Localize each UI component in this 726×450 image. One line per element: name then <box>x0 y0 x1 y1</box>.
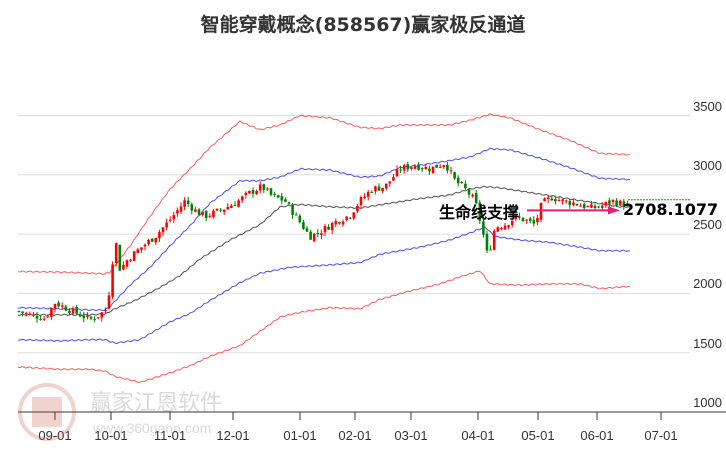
x-tick-label: 04-01 <box>461 428 495 443</box>
grid-lines <box>18 115 690 354</box>
watermark-logo-icon <box>18 383 76 441</box>
x-tick-label: 02-01 <box>338 428 372 443</box>
candlesticks <box>17 161 629 323</box>
support-annotation-arrow <box>527 206 620 215</box>
x-tick-label: 12-01 <box>216 428 250 443</box>
x-tick-label: 07-01 <box>644 428 678 443</box>
x-tick-label: 10-01 <box>94 428 128 443</box>
x-tick-label: 06-01 <box>580 428 614 443</box>
chart-title: 智能穿戴概念(858567)赢家极反通道 <box>200 14 526 36</box>
watermark-name: 赢家江恩软件 <box>90 391 223 416</box>
x-tick-label: 05-01 <box>521 428 555 443</box>
support-value: 2708.1077 <box>623 200 719 219</box>
y-tick-label: 1500 <box>693 335 722 351</box>
watermark-url: www.360gann.com <box>93 420 212 436</box>
x-tick-label: 11-01 <box>153 428 187 443</box>
y-tick-label: 3000 <box>693 157 722 173</box>
x-axis <box>18 411 726 420</box>
channel-bands <box>17 113 631 384</box>
y-tick-label: 2000 <box>693 276 722 292</box>
x-tick-label: 01-01 <box>283 428 317 443</box>
y-tick-label: 2500 <box>693 217 722 233</box>
y-tick-label: 3500 <box>693 98 722 114</box>
y-tick-label: 1000 <box>693 395 722 410</box>
x-tick-label: 03-01 <box>394 428 428 443</box>
support-label: 生命线支撑 <box>439 203 520 222</box>
watermark: 赢家江恩软件 www.360gann.com <box>18 383 238 443</box>
